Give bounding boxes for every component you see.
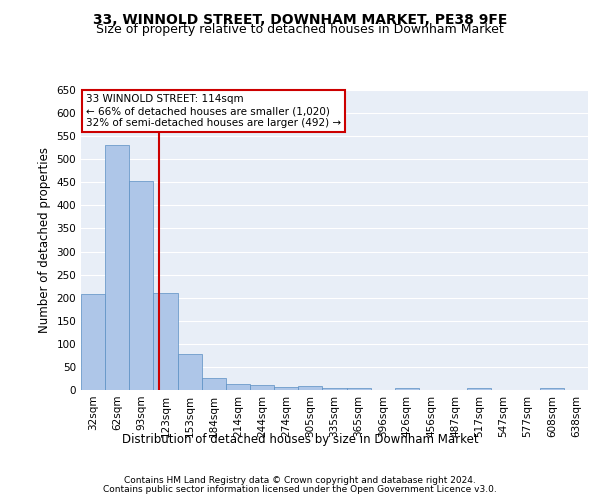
Bar (154, 292, 178, 390)
Bar (178, 354, 202, 390)
Bar (274, 387, 298, 390)
Bar (322, 388, 347, 390)
Bar (250, 385, 274, 390)
Bar (347, 388, 371, 390)
Text: Contains HM Land Registry data © Crown copyright and database right 2024.: Contains HM Land Registry data © Crown c… (124, 476, 476, 485)
Bar (81, 294, 105, 390)
Bar (105, 146, 129, 390)
Bar (202, 378, 226, 390)
Text: Distribution of detached houses by size in Downham Market: Distribution of detached houses by size … (122, 432, 478, 446)
Text: Contains public sector information licensed under the Open Government Licence v3: Contains public sector information licen… (103, 485, 497, 494)
Bar (395, 388, 419, 390)
Text: 33, WINNOLD STREET, DOWNHAM MARKET, PE38 9FE: 33, WINNOLD STREET, DOWNHAM MARKET, PE38… (93, 12, 507, 26)
Text: 33 WINNOLD STREET: 114sqm
← 66% of detached houses are smaller (1,020)
32% of se: 33 WINNOLD STREET: 114sqm ← 66% of detac… (86, 94, 341, 128)
Text: Size of property relative to detached houses in Downham Market: Size of property relative to detached ho… (96, 22, 504, 36)
Y-axis label: Number of detached properties: Number of detached properties (38, 147, 51, 333)
Bar (226, 384, 250, 390)
Bar (467, 388, 491, 390)
Bar (129, 182, 154, 390)
Bar (540, 388, 564, 390)
Bar (298, 386, 322, 390)
